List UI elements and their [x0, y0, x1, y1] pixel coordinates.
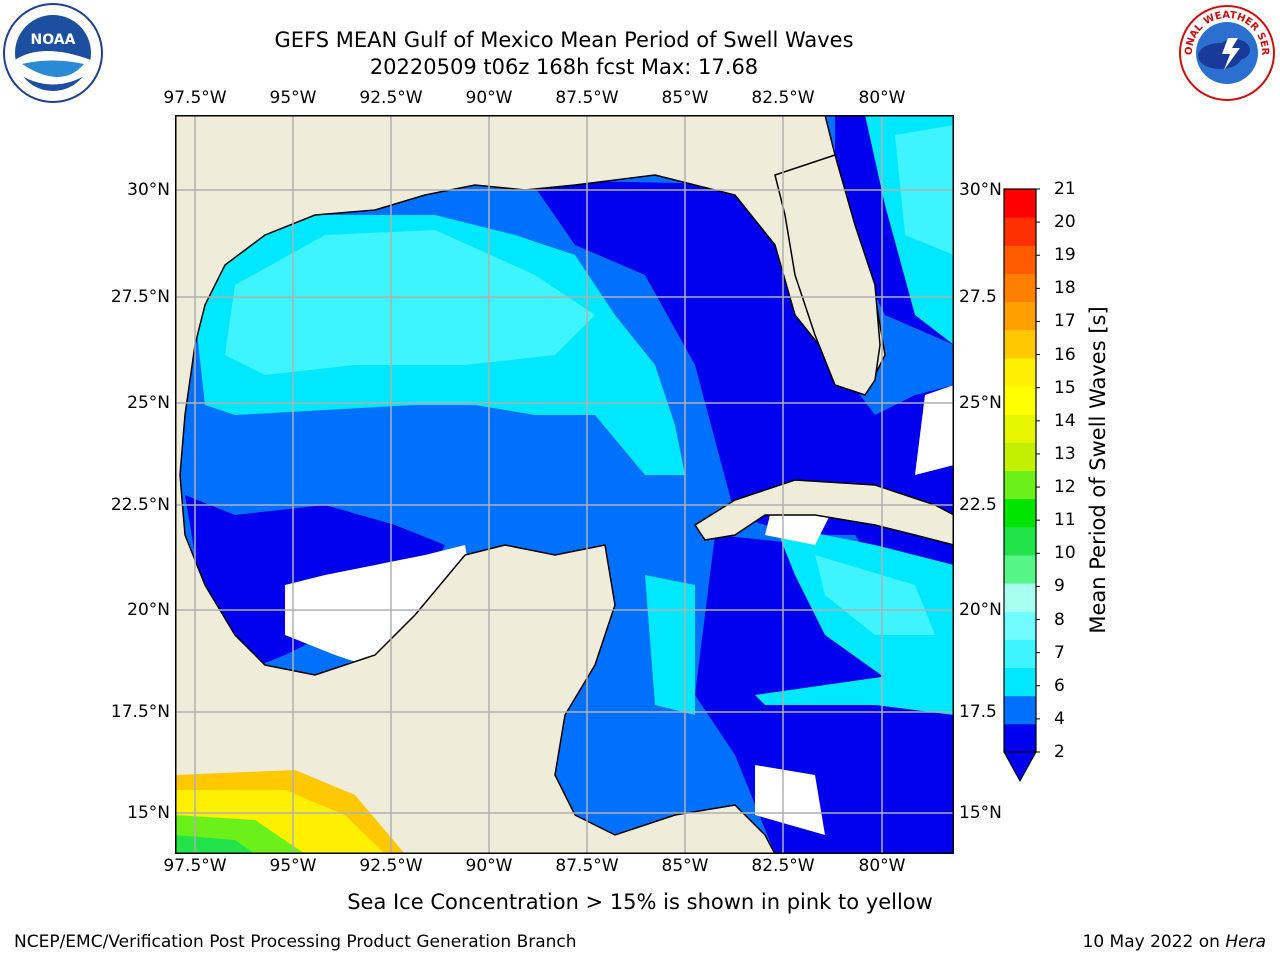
- lon-label-bottom: 92.5°W: [359, 856, 423, 876]
- period-band-6s: [225, 125, 954, 635]
- chart-title: GEFS MEAN Gulf of Mexico Mean Period of …: [274, 28, 854, 52]
- colorbar-tick-label: 11: [1054, 510, 1076, 531]
- colorbar-segment: [1004, 695, 1036, 725]
- colorbar-tick-label: 19: [1054, 245, 1076, 266]
- lon-label-top: 95°W: [269, 88, 317, 108]
- colorbar-tick-label: 12: [1054, 477, 1076, 498]
- colorbar-tick-label: 18: [1054, 278, 1076, 299]
- lat-label-right: 27.5: [959, 287, 997, 307]
- credit-text: NCEP/EMC/Verification Post Processing Pr…: [14, 932, 577, 952]
- colorbar-tick-label: 4: [1054, 708, 1065, 729]
- colorbar-tick-label: 17: [1054, 311, 1076, 332]
- colorbar-segment: [1004, 273, 1036, 303]
- colorbar-tick-label: 7: [1054, 642, 1065, 663]
- machine-name: Hera: [1225, 932, 1266, 952]
- colorbar-segment: [1004, 639, 1036, 669]
- map-plot: [175, 115, 954, 854]
- chart-subtitle: 20220509 t06z 168h fcst Max: 17.68: [369, 55, 759, 79]
- colorbar: [1003, 188, 1040, 783]
- lon-label-top: 80°W: [858, 88, 906, 108]
- colorbar-segment: [1004, 498, 1036, 528]
- colorbar-extend-arrow: [1003, 751, 1037, 783]
- colorbar-segment: [1004, 583, 1036, 612]
- ice-concentration-band: [175, 770, 405, 854]
- colorbar-segment: [1004, 329, 1036, 359]
- colorbar-segment: [1004, 526, 1036, 556]
- lon-label-top: 92.5°W: [359, 88, 423, 108]
- lon-label-bottom: 85°W: [661, 856, 709, 876]
- colorbar-tick-label: 21: [1054, 179, 1076, 199]
- noaa-logo-text: NOAA: [31, 32, 76, 48]
- lat-label-left: 20°N: [127, 600, 170, 620]
- noaa-logo: NOAA: [2, 2, 104, 104]
- lon-label-top: 85°W: [661, 88, 709, 108]
- run-date: 10 May 2022 on Hera: [1083, 932, 1267, 952]
- lat-label-right: 30°N: [959, 180, 1002, 200]
- colorbar-segment: [1004, 386, 1036, 415]
- colorbar-title: Mean Period of Swell Waves [s]: [1086, 306, 1110, 634]
- run-date-text: 10 May 2022 on: [1082, 932, 1226, 952]
- colorbar-tick-label: 8: [1054, 609, 1065, 630]
- colorbar-tick-label: 20: [1054, 212, 1076, 233]
- lon-label-top: 97.5°W: [163, 88, 227, 108]
- lon-label-bottom: 95°W: [269, 856, 317, 876]
- lat-label-right: 22.5: [959, 495, 997, 515]
- colorbar-tick-label: 10: [1054, 543, 1076, 564]
- colorbar-segment: [1004, 723, 1036, 753]
- colorbar-tick-label: 6: [1054, 675, 1065, 696]
- lat-label-left: 27.5°N: [110, 287, 170, 307]
- lon-label-top: 90°W: [465, 88, 513, 108]
- lon-label-bottom: 87.5°W: [555, 856, 619, 876]
- land: [175, 115, 954, 854]
- lat-label-right: 17.5: [959, 702, 997, 722]
- colorbar-segment: [1004, 470, 1036, 500]
- lat-label-left: 17.5°N: [110, 702, 170, 722]
- lat-label-left: 22.5°N: [110, 495, 170, 515]
- sea-ice-note: Sea Ice Concentration > 15% is shown in …: [347, 890, 933, 914]
- colorbar-segment: [1004, 301, 1036, 331]
- lon-label-bottom: 80°W: [858, 856, 906, 876]
- colorbar-segment: [1004, 217, 1036, 246]
- lat-label-left: 25°N: [127, 393, 170, 413]
- lon-label-top: 87.5°W: [555, 88, 619, 108]
- colorbar-tick-label: 14: [1054, 410, 1076, 431]
- colorbar-tick-label: 13: [1054, 443, 1076, 464]
- colorbar-tick-label: 9: [1054, 576, 1065, 597]
- lat-label-right: 20°N: [959, 600, 1002, 620]
- map-frame: [175, 115, 954, 854]
- colorbar-tick-label: 15: [1054, 377, 1076, 398]
- colorbar-tick-label: 2: [1054, 742, 1065, 762]
- colorbar-segment: [1004, 245, 1036, 274]
- colorbar-segment: [1004, 667, 1036, 697]
- colorbar-segment: [1004, 357, 1036, 387]
- colorbar-segment: [1004, 554, 1036, 584]
- lon-label-top: 82.5°W: [751, 88, 815, 108]
- graticule: [175, 115, 954, 854]
- lat-label-right: 15°N: [959, 803, 1002, 823]
- colorbar-frame: [1003, 188, 1037, 753]
- colorbar-tick-label: 16: [1054, 344, 1076, 365]
- colorbar-segment: [1004, 611, 1036, 640]
- lon-label-bottom: 82.5°W: [751, 856, 815, 876]
- lat-label-left: 30°N: [127, 180, 170, 200]
- colorbar-segment: [1004, 414, 1036, 443]
- colorbar-segment: [1004, 442, 1036, 471]
- lon-label-bottom: 97.5°W: [163, 856, 227, 876]
- nws-logo: NATIONAL WEATHER SERVICE: [1174, 0, 1276, 102]
- lon-label-bottom: 90°W: [465, 856, 513, 876]
- colorbar-segment: [1004, 189, 1036, 218]
- lat-label-right: 25°N: [959, 393, 1002, 413]
- lat-label-left: 15°N: [127, 803, 170, 823]
